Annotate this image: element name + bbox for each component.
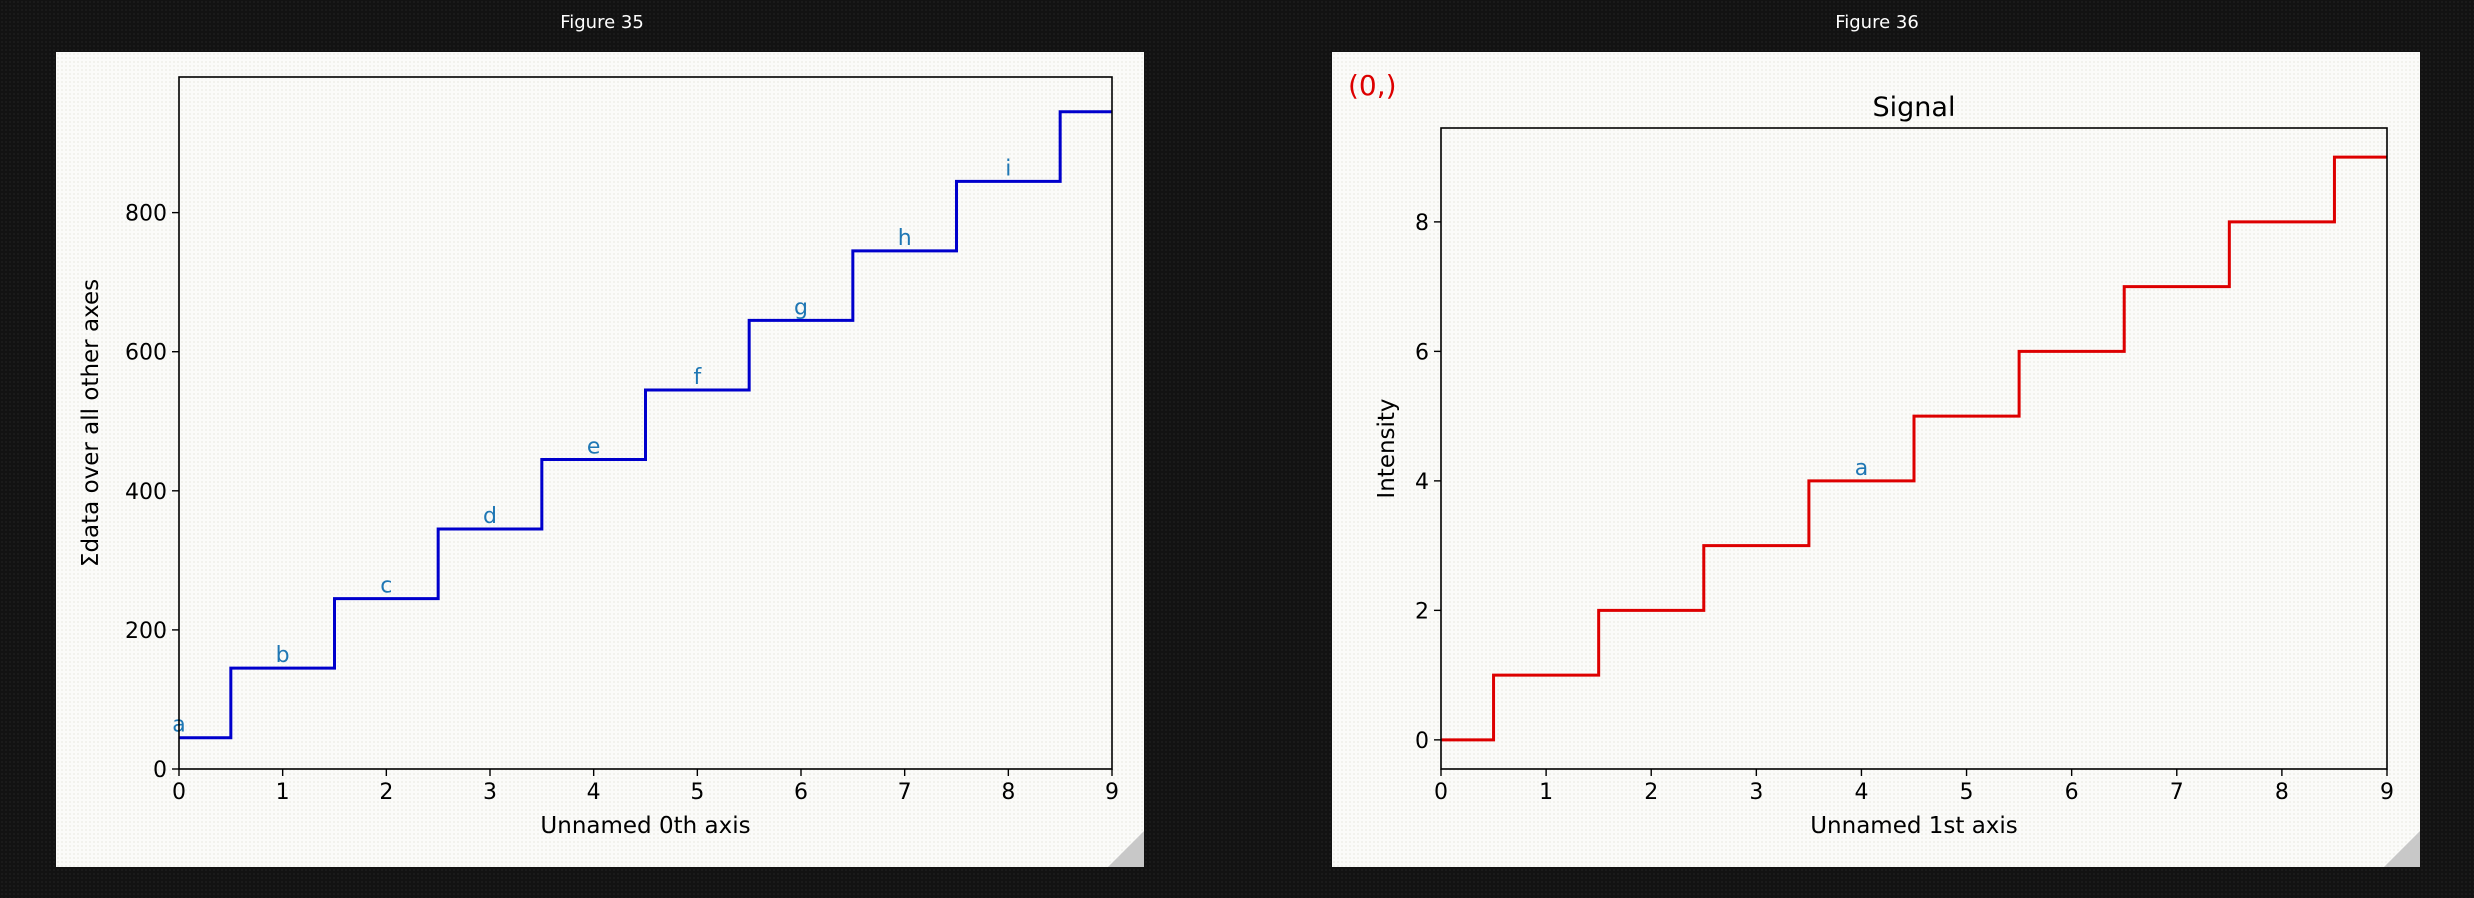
x-tick-label: 5 — [1960, 780, 1974, 805]
y-tick-label: 400 — [125, 480, 167, 505]
x-tick-label: 6 — [794, 780, 808, 805]
data-label: f — [693, 365, 702, 390]
data-label: d — [483, 504, 497, 529]
series-line-0 — [1441, 155, 2387, 742]
axes-frame — [178, 76, 1113, 770]
axes-frame — [1440, 127, 2388, 770]
x-tick-label: 2 — [1644, 780, 1658, 805]
x-tick-label: 6 — [2065, 780, 2079, 805]
x-tick-label: 1 — [1539, 780, 1553, 805]
y-axis-label: Σdata over all other axes — [78, 279, 104, 567]
figure-35-panel: a b c d e f g h i 0 1 2 3 4 5 6 7 8 9 0 200 400 600 800 Unnamed … — [56, 52, 1144, 867]
figure-36-panel: (0,) Signal a 0 1 2 3 4 5 6 7 8 9 0 2 4 6 8 Unnamed 1st ax… — [1332, 52, 2420, 867]
data-label: a — [1855, 456, 1868, 481]
x-tick-label: 7 — [2170, 780, 2184, 805]
x-tick-label: 0 — [172, 780, 186, 805]
x-tick-label: 5 — [690, 780, 704, 805]
x-axis-label: Unnamed 0th axis — [540, 813, 750, 839]
corner-label: (0,) — [1348, 69, 1397, 102]
y-axis-label: Intensity — [1374, 398, 1400, 498]
x-tick-label: 3 — [483, 780, 497, 805]
x-tick-label: 9 — [2380, 780, 2394, 805]
x-tick-label: 1 — [276, 780, 290, 805]
chart-title: Signal — [1873, 92, 1956, 123]
figure-35-window-title: Figure 35 — [560, 12, 644, 33]
data-label: h — [898, 226, 912, 251]
data-label: i — [1005, 156, 1011, 181]
x-tick-label: 8 — [2275, 780, 2289, 805]
y-tick-label: 2 — [1415, 599, 1429, 624]
resize-grip-icon[interactable] — [2384, 831, 2420, 867]
x-tick-label: 9 — [1105, 780, 1119, 805]
x-tick-label: 4 — [587, 780, 601, 805]
resize-grip-icon[interactable] — [1108, 831, 1144, 867]
x-tick-label: 7 — [898, 780, 912, 805]
data-label: c — [380, 574, 392, 599]
x-tick-label: 8 — [1001, 780, 1015, 805]
data-label: g — [794, 295, 808, 320]
data-label: b — [276, 643, 290, 668]
y-tick-label: 0 — [1415, 729, 1429, 754]
data-label: e — [587, 435, 601, 460]
y-tick-label: 6 — [1415, 340, 1429, 365]
y-tick-label: 4 — [1415, 470, 1429, 495]
y-tick-label: 0 — [153, 758, 167, 783]
x-tick-label: 3 — [1749, 780, 1763, 805]
x-tick-label: 2 — [379, 780, 393, 805]
x-tick-label: 4 — [1854, 780, 1868, 805]
x-tick-label: 0 — [1434, 780, 1448, 805]
x-axis-label: Unnamed 1st axis — [1810, 813, 2018, 839]
y-tick-label: 600 — [125, 341, 167, 366]
figure-36-chart[interactable]: (0,) Signal a 0 1 2 3 4 5 6 7 8 9 0 2 4 6 8 Unnamed 1st ax… — [1332, 52, 2420, 867]
y-tick-label: 800 — [125, 202, 167, 227]
figure-36-window-title: Figure 36 — [1835, 12, 1919, 33]
y-tick-label: 200 — [125, 619, 167, 644]
series-line-0 — [179, 110, 1112, 740]
y-tick-label: 8 — [1415, 211, 1429, 236]
